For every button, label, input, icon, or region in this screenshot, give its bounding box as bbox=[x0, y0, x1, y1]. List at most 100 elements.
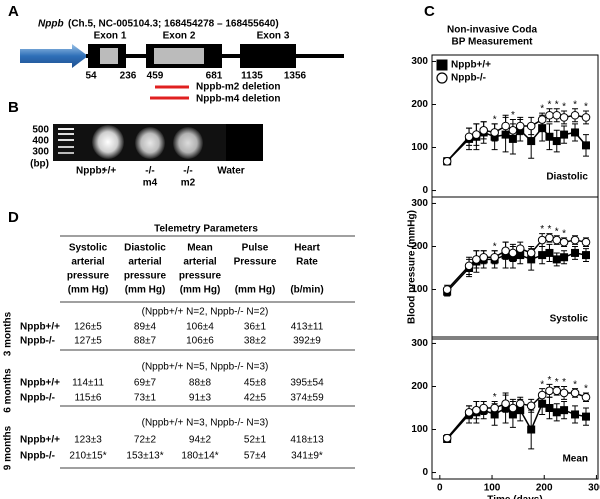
marker bbox=[560, 253, 569, 262]
row-label: Nppb+/+ bbox=[20, 378, 60, 389]
table-cell: 72±2 bbox=[134, 435, 157, 446]
column-header: Systolic bbox=[69, 243, 108, 254]
marker bbox=[552, 110, 562, 120]
marker bbox=[490, 128, 499, 137]
row-label: Nppb-/- bbox=[20, 393, 55, 404]
group-period: 3 months bbox=[3, 311, 14, 356]
table-cell: 91±3 bbox=[189, 393, 212, 404]
table-cell: 88±7 bbox=[134, 336, 157, 347]
lane-label: Water bbox=[217, 166, 245, 177]
significance-mark: * bbox=[562, 229, 566, 240]
table-cell: 73±1 bbox=[134, 393, 157, 404]
marker bbox=[545, 404, 554, 412]
ladder-label: 300 bbox=[32, 147, 49, 158]
marker bbox=[472, 405, 481, 415]
marker bbox=[552, 137, 561, 146]
table-cell: 106±4 bbox=[186, 322, 214, 333]
significance-mark: * bbox=[493, 241, 497, 252]
marker bbox=[472, 130, 481, 139]
column-header: Heart bbox=[294, 243, 320, 254]
column-header: Mean bbox=[187, 243, 213, 254]
marker bbox=[545, 233, 554, 243]
marker bbox=[581, 237, 591, 247]
column-header: (mm Hg) bbox=[235, 285, 276, 296]
group-period: 6 months bbox=[3, 368, 14, 413]
marker bbox=[508, 403, 518, 413]
y-tick-label: 300 bbox=[411, 338, 428, 349]
position: 236 bbox=[120, 71, 137, 82]
plot-frame bbox=[431, 196, 599, 340]
panel-letter: D bbox=[8, 209, 19, 226]
x-tick-label: 100 bbox=[484, 483, 501, 494]
table-cell: 115±6 bbox=[75, 393, 102, 404]
significance-mark: * bbox=[584, 102, 588, 113]
marker bbox=[508, 248, 518, 258]
locus: (Ch.5, NC-005104.3; 168454278 – 16845564… bbox=[68, 19, 279, 30]
position: 681 bbox=[206, 71, 223, 82]
marker bbox=[538, 251, 547, 260]
marker bbox=[571, 248, 580, 257]
plot-frame bbox=[431, 336, 599, 480]
marker bbox=[571, 410, 580, 419]
significance-mark: * bbox=[555, 226, 559, 237]
table-cell: 210±15* bbox=[69, 451, 106, 462]
group-note: (Nppb+/+ N=3, Nppb-/- N=3) bbox=[142, 418, 269, 429]
marker bbox=[560, 406, 569, 415]
column-header: (mm Hg) bbox=[125, 285, 166, 296]
ladder-band bbox=[58, 152, 74, 154]
table-cell: 69±7 bbox=[134, 378, 157, 389]
column-header: Diastolic bbox=[124, 243, 166, 254]
group-note: (Nppb+/+ N=2, Nppb-/- N=2) bbox=[142, 307, 269, 318]
table-cell: 127±5 bbox=[74, 336, 102, 347]
position: 1356 bbox=[284, 71, 307, 82]
table-cell: 36±1 bbox=[244, 322, 267, 333]
ladder-label: (bp) bbox=[30, 159, 49, 170]
ladder-band bbox=[58, 146, 74, 148]
exon-coding bbox=[100, 48, 118, 64]
significance-mark: * bbox=[547, 99, 551, 110]
gel-water-lane bbox=[226, 124, 263, 161]
row-label: Nppb+/+ bbox=[20, 322, 60, 333]
table-cell: 374±59 bbox=[290, 393, 324, 404]
gel-band bbox=[135, 127, 165, 159]
marker bbox=[537, 390, 547, 400]
gene-name: Nppb bbox=[38, 19, 64, 30]
x-tick-label: 200 bbox=[536, 483, 553, 494]
legend-label: Nppb-/- bbox=[451, 73, 486, 84]
significance-mark: * bbox=[493, 392, 497, 403]
marker bbox=[527, 137, 536, 146]
column-header: arterial bbox=[71, 257, 105, 268]
y-tick-label: 100 bbox=[411, 142, 428, 153]
lane-label: m2 bbox=[181, 178, 196, 189]
promoter-arrow bbox=[20, 44, 88, 68]
significance-mark: * bbox=[547, 224, 551, 235]
marker bbox=[560, 130, 569, 139]
table-cell: 45±8 bbox=[244, 378, 267, 389]
marker bbox=[545, 386, 554, 396]
ladder-label: 400 bbox=[32, 136, 49, 147]
lane-label: -/- bbox=[145, 166, 154, 177]
table-cell: 392±9 bbox=[293, 336, 321, 347]
row-label: Nppb+/+ bbox=[20, 435, 60, 446]
group-period: 9 months bbox=[3, 425, 14, 470]
chart-title: BP Measurement bbox=[452, 37, 534, 48]
marker bbox=[545, 110, 554, 120]
marker bbox=[527, 425, 536, 434]
legend-marker bbox=[436, 59, 448, 71]
significance-mark: * bbox=[540, 379, 544, 390]
marker bbox=[526, 401, 536, 411]
y-tick-label: 200 bbox=[411, 381, 428, 392]
table-cell: 153±13* bbox=[126, 451, 163, 462]
table-cell: 38±2 bbox=[244, 336, 267, 347]
x-axis-label: Time (days) bbox=[487, 495, 542, 499]
table-cell: 341±9* bbox=[291, 451, 323, 462]
marker bbox=[570, 110, 580, 120]
column-header: (mm Hg) bbox=[180, 285, 221, 296]
ladder-label: 500 bbox=[32, 125, 49, 136]
marker bbox=[515, 399, 525, 408]
group-note: (Nppb+/+ N=5, Nppb-/- N=3) bbox=[142, 362, 269, 373]
exon-label: Exon 2 bbox=[163, 31, 196, 42]
deletion-label: Nppb-m2 deletion bbox=[196, 82, 280, 93]
table-cell: 126±5 bbox=[74, 322, 102, 333]
significance-mark: * bbox=[493, 114, 497, 125]
